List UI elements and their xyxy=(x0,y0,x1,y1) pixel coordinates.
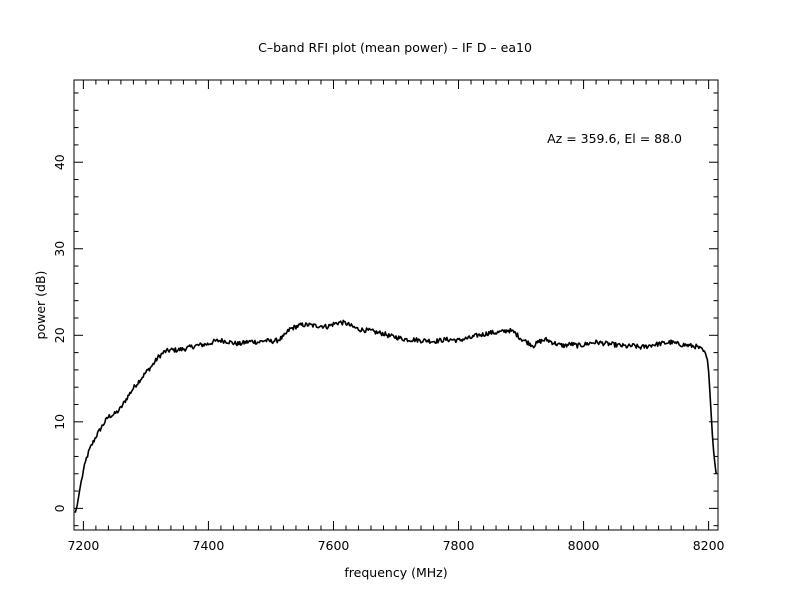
x-axis: 7200 7400 7600 7800 8000 8200 xyxy=(67,80,725,553)
chart-title: C–band RFI plot (mean power) – IF D – ea… xyxy=(258,40,532,55)
y-axis-label: power (dB) xyxy=(33,271,48,340)
power-series-line xyxy=(74,319,717,513)
x-axis-label: frequency (MHz) xyxy=(344,565,447,580)
az-el-annotation: Az = 359.6, El = 88.0 xyxy=(547,131,682,146)
x-tick-label: 8200 xyxy=(693,538,725,553)
y-tick-label: 20 xyxy=(52,327,67,343)
x-tick-label: 7400 xyxy=(193,538,225,553)
y-axis: 0 10 20 30 40 xyxy=(52,92,718,527)
y-tick-label: 10 xyxy=(52,414,67,430)
y-tick-label: 40 xyxy=(52,154,67,170)
y-tick-label: 0 xyxy=(52,504,67,512)
x-tick-label: 7800 xyxy=(443,538,475,553)
x-tick-label: 7600 xyxy=(318,538,350,553)
plot-frame xyxy=(73,79,719,531)
y-tick-label: 30 xyxy=(52,241,67,257)
x-tick-label: 8000 xyxy=(568,538,600,553)
x-tick-label: 7200 xyxy=(67,538,99,553)
